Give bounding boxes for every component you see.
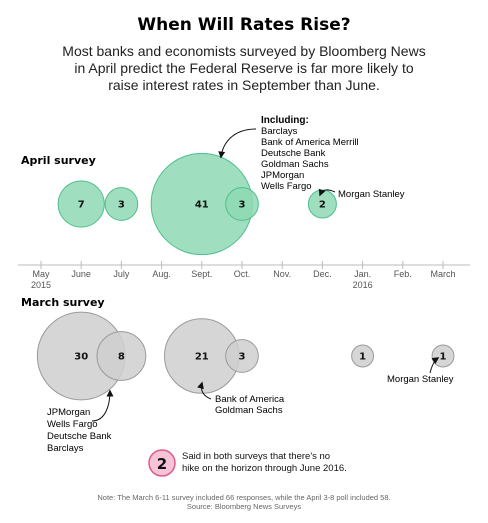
- annotation-bank: Goldman Sachs: [215, 405, 283, 416]
- annotation-bank: Bank of America: [215, 394, 285, 405]
- annotation-bank: Wells Fargo: [261, 181, 312, 192]
- tick-label: Feb.: [394, 269, 412, 279]
- annotation-arrow: [218, 128, 257, 159]
- tick-label: Nov.: [273, 269, 291, 279]
- chart-subtitle-line: Most banks and economists surveyed by Bl…: [62, 43, 425, 59]
- annotation-bank: Barclays: [261, 126, 298, 137]
- bubble-label: 30: [74, 352, 88, 363]
- no-hike-text-line: Said in both surveys that there's no: [182, 451, 330, 462]
- tick-label: June: [71, 269, 91, 279]
- annotation-bank: Bank of America Merrill: [261, 137, 359, 148]
- tick-label: March: [430, 269, 455, 279]
- annotation-including-title: Including:: [261, 115, 309, 126]
- tick-label: Oct.: [234, 269, 251, 279]
- bubble-label: 21: [195, 352, 209, 363]
- footer-source: Source: Bloomberg News Surveys: [187, 502, 301, 511]
- annotation-arrow: [197, 381, 212, 400]
- bubble-label: 8: [118, 352, 125, 363]
- tick-label: Dec.: [313, 269, 332, 279]
- bubble-label: 7: [78, 200, 85, 211]
- bubble: [57, 180, 105, 228]
- annotation-bank: Deutsche Bank: [261, 148, 326, 159]
- bubble-label: 3: [239, 200, 246, 211]
- bubble-label: 41: [195, 200, 209, 211]
- annotation-arrow: [318, 188, 336, 197]
- march-oct-annotation: Bank of America Goldman Sachs: [197, 381, 285, 416]
- april-bubbles: 41 7 3 3 2: [57, 152, 337, 256]
- bubble-label: 2: [319, 200, 326, 211]
- bubble-label: 3: [118, 200, 125, 211]
- no-hike-text-line: hike on the horizon through June 2016.: [182, 463, 347, 474]
- annotation-bank: Wells Fargo: [47, 419, 98, 430]
- tick-sublabel: 2015: [31, 280, 51, 290]
- annotation-bank: Deutsche Bank: [47, 431, 112, 442]
- tick-label: Jan.: [354, 269, 371, 279]
- march-survey-label: March survey: [21, 296, 105, 309]
- tick-label: Aug.: [152, 269, 171, 279]
- bubble: [225, 187, 259, 221]
- chart-subtitle-line: raise interest rates in September than J…: [108, 77, 380, 93]
- bubble-label: 3: [239, 352, 246, 363]
- bubble-label: 1: [359, 352, 366, 363]
- march-march-annotation: Morgan Stanley: [387, 357, 454, 385]
- annotation-bank: JPMorgan: [261, 170, 304, 181]
- tick-label: July: [113, 269, 130, 279]
- no-hike-callout: 2 Said in both surveys that there's no h…: [148, 449, 347, 477]
- no-hike-bubble: [148, 449, 176, 477]
- april-sept-annotation: Including: Barclays Bank of America Merr…: [218, 115, 359, 192]
- chart-subtitle-line: in April predict the Federal Reserve is …: [74, 60, 413, 76]
- bubble: [96, 331, 147, 381]
- chart-title: When Will Rates Rise?: [137, 15, 350, 35]
- tick-sublabel: 2016: [353, 280, 373, 290]
- tick-label: Sept.: [191, 269, 212, 279]
- april-survey-label: April survey: [21, 154, 96, 167]
- annotation-arrow: [429, 357, 440, 374]
- no-hike-count: 2: [157, 455, 167, 473]
- annotation-bank: Goldman Sachs: [261, 159, 329, 170]
- annotation-bank: Barclays: [47, 443, 84, 454]
- bubble: [104, 187, 139, 221]
- annotation-bank: JPMorgan: [47, 407, 90, 418]
- bubble: [225, 339, 259, 373]
- footer-note: Note: The March 6-11 survey included 66 …: [97, 493, 390, 502]
- bubble: [351, 344, 375, 368]
- april-dec-annotation: Morgan Stanley: [318, 188, 405, 200]
- march-bubbles: 30 21 8 3 1 1: [36, 311, 455, 401]
- annotation-bank: Morgan Stanley: [338, 189, 405, 200]
- march-june-annotation: JPMorgan Wells Fargo Deutsche Bank Barcl…: [47, 389, 114, 454]
- bubble-label: 1: [440, 352, 447, 363]
- annotation-bank: Morgan Stanley: [387, 374, 454, 385]
- tick-label: May: [32, 269, 50, 279]
- annotation-arrow: [91, 389, 114, 422]
